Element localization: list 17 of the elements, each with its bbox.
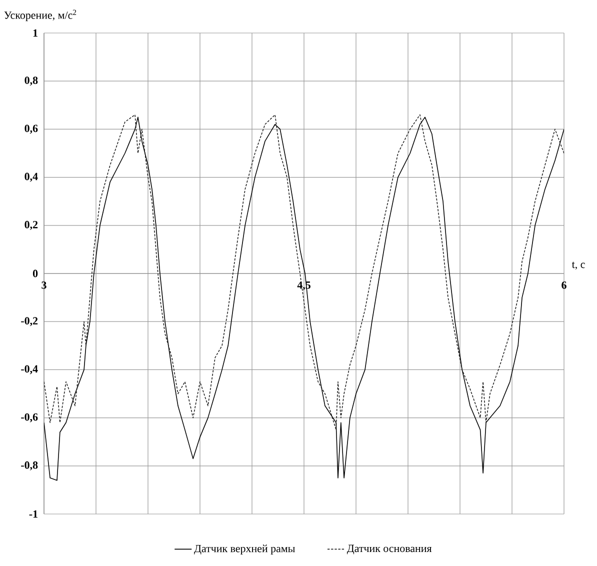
y-tick-label: -0,8 xyxy=(21,461,38,470)
y-tick-label: -0,4 xyxy=(21,365,38,374)
y-tick-label: 1 xyxy=(33,29,38,37)
y-tick-label: -0,2 xyxy=(21,317,38,326)
y-tick-label: -1 xyxy=(29,510,38,518)
x-tick-label: 6 xyxy=(562,281,566,289)
legend-label: Датчик верхней рамы xyxy=(194,544,295,554)
y-tick-label: 0,4 xyxy=(24,172,38,182)
y-axis-title: Ускорение, м/с$^{2}$ xyxy=(4,10,76,22)
legend-label: Датчик основания xyxy=(346,544,432,554)
y-tick-label: 0,2 xyxy=(24,220,38,230)
y-tick-label: -0,6 xyxy=(21,413,38,422)
y-tick-label: 0 xyxy=(32,270,38,278)
y-tick-label: 0,6 xyxy=(24,124,38,134)
x-tick-label: 3 xyxy=(42,281,46,289)
x-axis-title: t, c xyxy=(572,262,585,270)
y-tick-label: 0,8 xyxy=(24,76,38,86)
